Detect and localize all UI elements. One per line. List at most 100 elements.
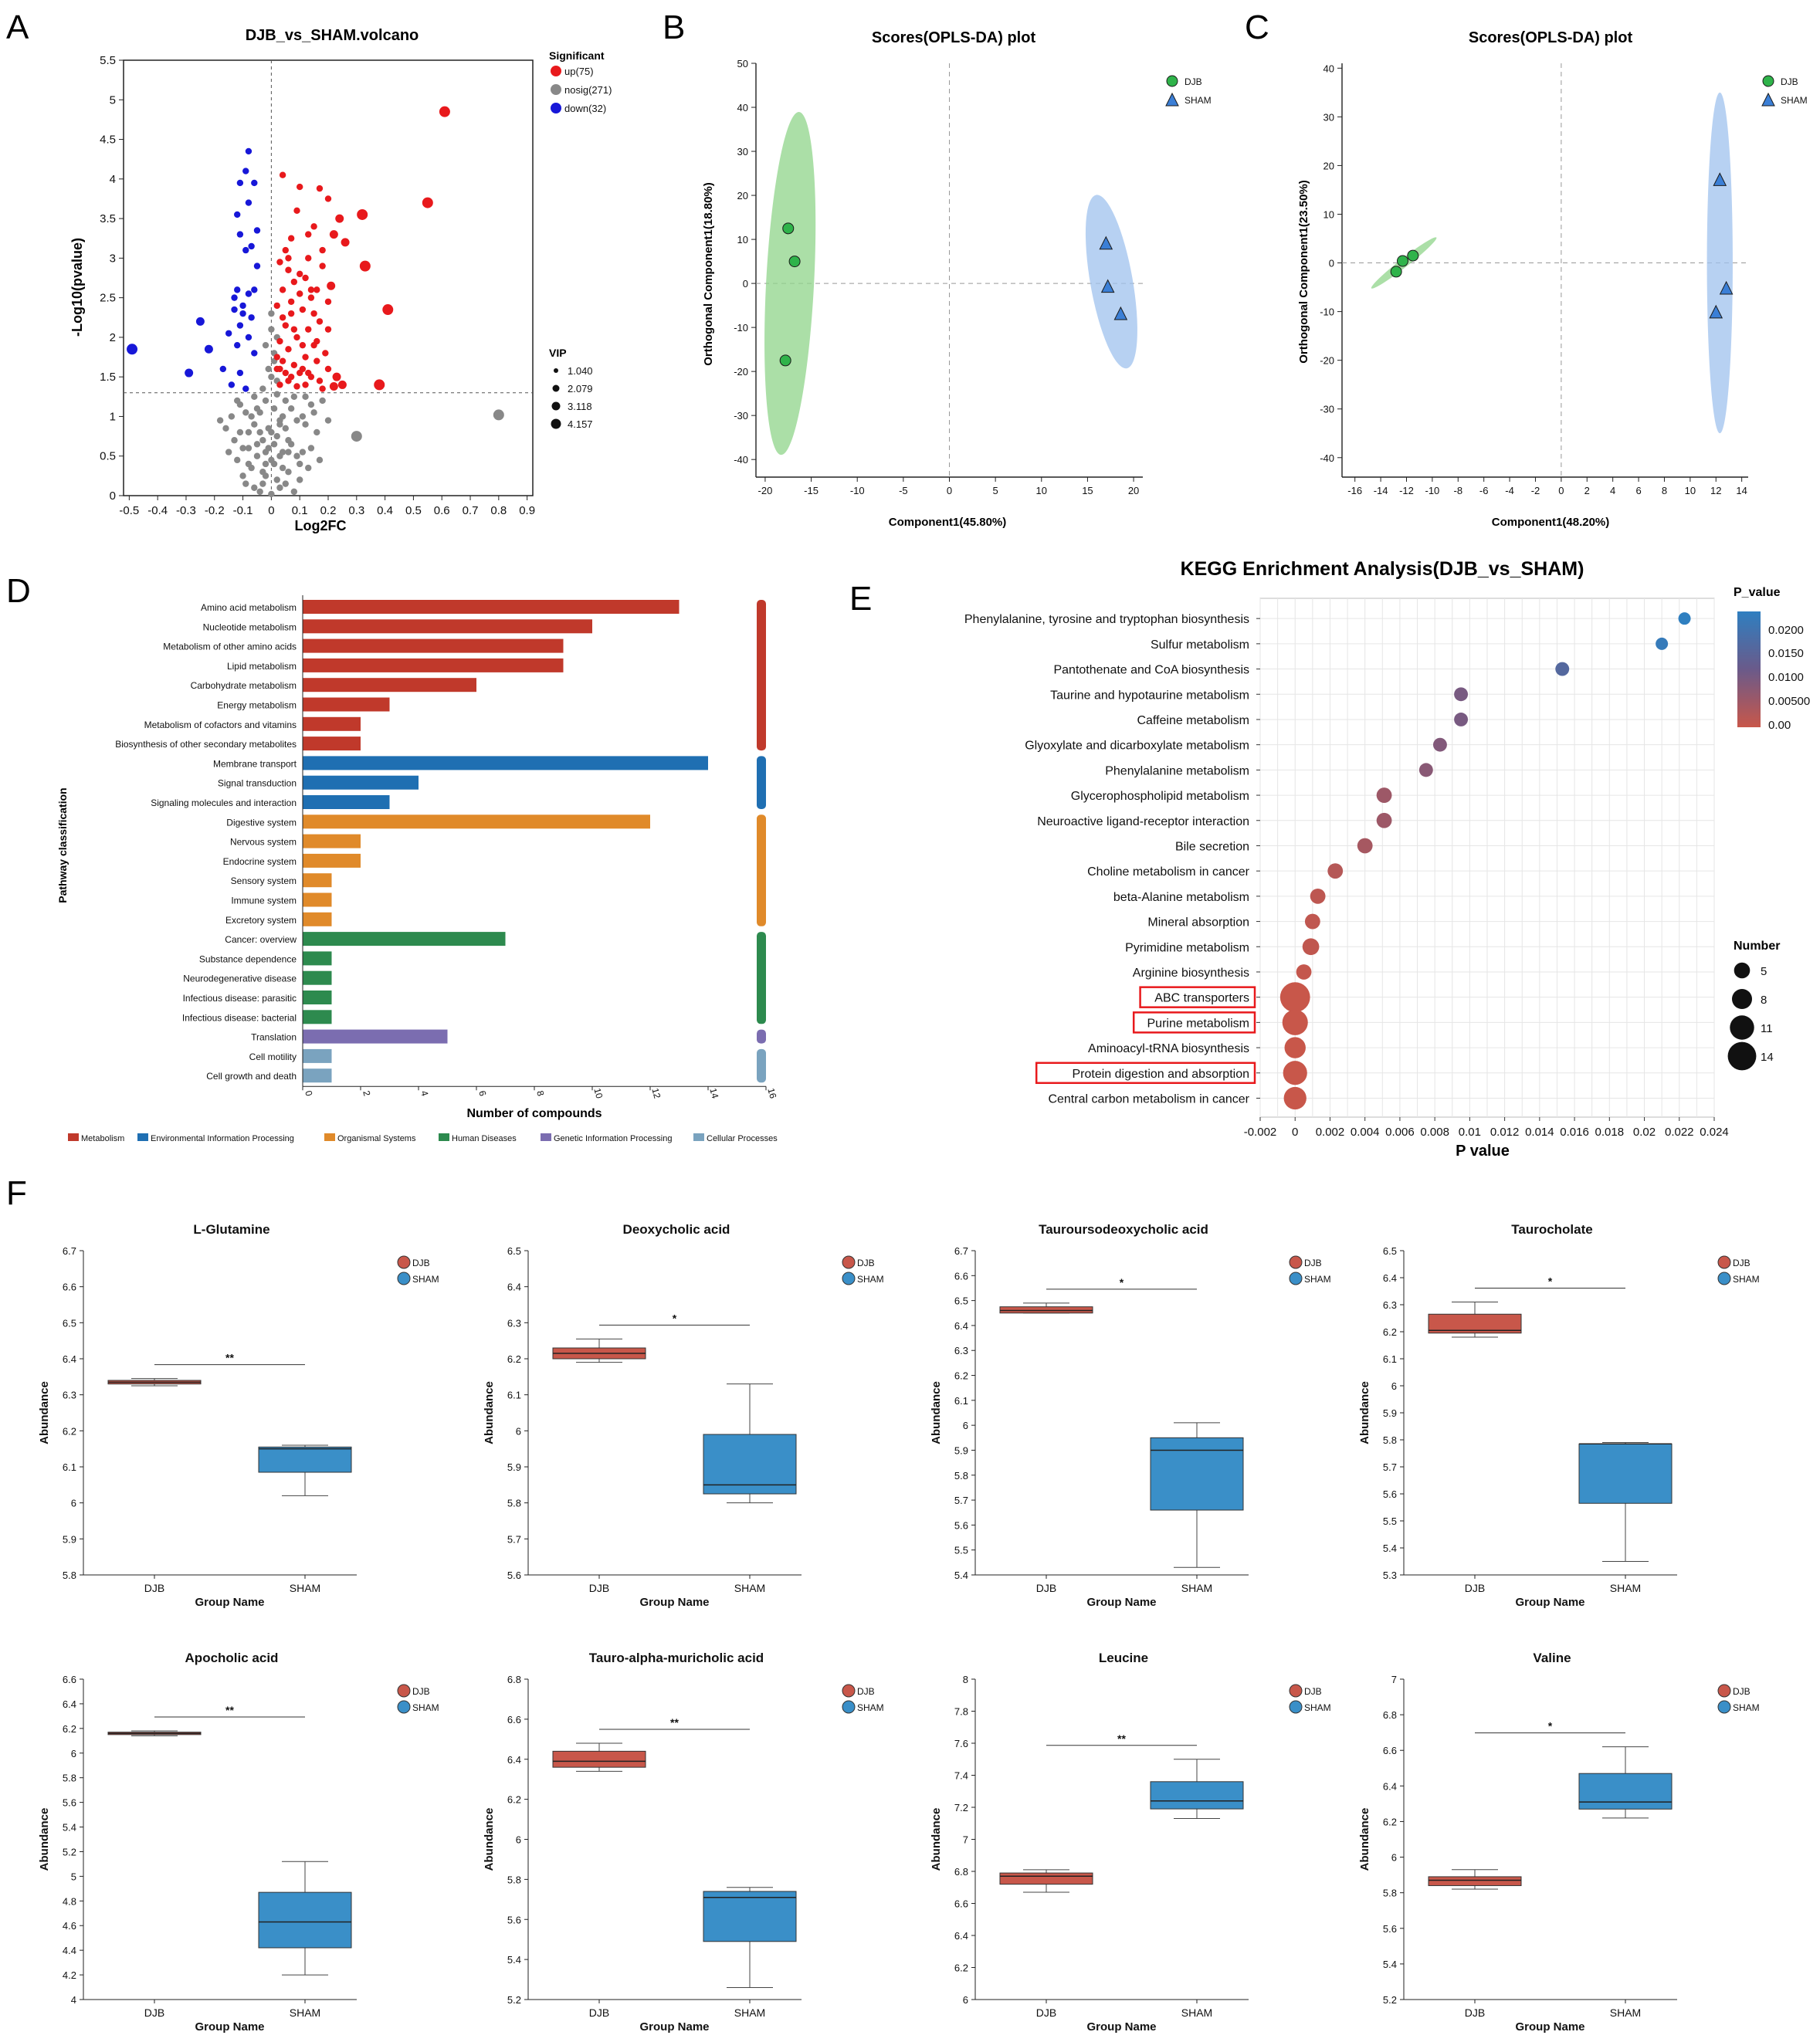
nosig-point — [268, 326, 275, 333]
legend-label: SHAM — [1304, 1274, 1331, 1285]
nosig-point — [253, 452, 261, 459]
x-tick-label: 0.024 — [1700, 1126, 1729, 1139]
y-tick-label: 6.4 — [63, 1353, 76, 1365]
plot-b-y-label: Orthogonal Component1(18.80%) — [702, 182, 715, 366]
x-tick-label: 0.022 — [1665, 1126, 1694, 1139]
up-point — [439, 106, 450, 117]
up-point — [314, 337, 320, 345]
y-tick-label: 5.8 — [954, 1470, 968, 1482]
down-point — [204, 344, 213, 354]
up-point — [296, 290, 303, 297]
pathway-bar — [303, 1068, 332, 1083]
pathway-label: Phenylalanine, tyrosine and tryptophan b… — [964, 613, 1249, 626]
up-point — [302, 381, 309, 388]
pathway-label: Neurodegenerative disease — [183, 974, 297, 984]
y-tick-label: 5.2 — [63, 1846, 76, 1857]
group-strip — [757, 1048, 766, 1083]
x-tick-label: DJB — [589, 2006, 609, 2019]
sham-sample-point — [1100, 279, 1115, 293]
up-point — [282, 322, 289, 329]
human_diseases-legend-swatch — [439, 1133, 449, 1141]
x-tick-label: 0.5 — [405, 504, 422, 517]
djb-sample-point — [782, 222, 795, 235]
legend-label: DJB — [857, 1686, 875, 1697]
nosig-point — [262, 460, 269, 468]
y-tick-label: 5.5 — [1383, 1515, 1397, 1527]
up-point — [290, 278, 298, 286]
x-tick-label: 0 — [1558, 485, 1564, 496]
pathway-label: Choline metabolism in cancer — [1087, 865, 1250, 879]
y-tick-label: 5.8 — [1383, 1434, 1397, 1446]
pathway-bar — [303, 775, 419, 790]
y-tick-label: 5.4 — [63, 1822, 76, 1834]
x-tick-label: 10 — [1685, 485, 1696, 496]
y-tick-label: 3 — [110, 252, 116, 265]
djb-legend-marker — [1762, 75, 1774, 87]
x-tick-label: DJB — [144, 1582, 164, 1594]
nosig-point — [256, 428, 263, 436]
nosig-point — [239, 445, 246, 452]
down-point — [236, 179, 244, 187]
sham-box — [1578, 1773, 1673, 1810]
up-point — [299, 341, 307, 349]
sham-legend-marker — [1165, 92, 1179, 107]
up-point — [287, 373, 295, 381]
enrichment-bubble — [1555, 662, 1570, 676]
up-point — [314, 286, 320, 293]
vip-legend-dot — [551, 401, 561, 411]
x-tick-label: SHAM — [734, 1582, 765, 1594]
djb-legend-dot — [842, 1255, 856, 1269]
up-point — [285, 266, 292, 273]
significance-stars: ** — [225, 1352, 234, 1364]
y-tick-label: 6.8 — [954, 1866, 968, 1878]
nosig-point — [242, 409, 249, 416]
panel-letter-d: D — [6, 572, 31, 610]
nosig-point — [262, 341, 269, 349]
pathway-label: ABC transporters — [1154, 992, 1249, 1005]
sham-box — [258, 1891, 352, 1949]
nosig-point — [239, 472, 246, 479]
pathway-label: Translation — [251, 1032, 297, 1043]
plot-b-x-label: Component1(45.80%) — [889, 516, 1007, 529]
nosig-point — [234, 456, 241, 464]
up-point — [422, 197, 433, 208]
up-point — [287, 310, 295, 317]
vip-legend-dot — [552, 384, 560, 392]
pathway-label: Sulfur metabolism — [1151, 638, 1249, 652]
up-point — [316, 318, 324, 325]
pathway-label: Taurine and hypotaurine metabolism — [1050, 689, 1249, 702]
y-tick-label: 5 — [110, 93, 116, 107]
djb-confidence-ellipse — [764, 112, 816, 455]
y-tick-label: 5.7 — [1383, 1461, 1397, 1473]
y-tick-label: 6.4 — [954, 1320, 968, 1332]
nosig-point — [296, 460, 303, 468]
pvalue-colorbar — [1737, 611, 1761, 727]
pathway-label: Membrane transport — [213, 758, 297, 769]
y-tick-label: 5.5 — [954, 1545, 968, 1556]
djb-legend-dot — [397, 1255, 411, 1269]
x-tick-label: 0.016 — [1560, 1126, 1589, 1139]
y-tick-label: 7.2 — [954, 1802, 968, 1813]
significance-stars: * — [1120, 1276, 1124, 1289]
colorbar-tick-label: 0.00500 — [1768, 695, 1810, 708]
enrichment-bubble — [1283, 1061, 1307, 1085]
y-tick-label: 0.5 — [100, 450, 116, 463]
up-point — [332, 372, 341, 381]
nosig-point — [307, 401, 315, 408]
sham-box — [703, 1891, 797, 1942]
down-point — [228, 381, 236, 388]
up-point — [319, 246, 326, 254]
cellular-legend-swatch — [693, 1133, 704, 1141]
legend-label: SHAM — [1733, 1702, 1760, 1713]
pathway-bar — [303, 1010, 332, 1024]
vip-legend-label: 2.079 — [568, 383, 593, 395]
up-point — [327, 281, 336, 290]
nosig-point — [225, 449, 232, 455]
x-tick-label: SHAM — [1610, 1582, 1641, 1594]
y-tick-label: 6.2 — [1383, 1326, 1397, 1338]
y-tick-label: 1.5 — [100, 371, 116, 384]
x-tick-label: 0 — [303, 1089, 314, 1097]
volcano-y-label: -Log10(pvalue) — [69, 238, 85, 337]
kegg-enrichment-chart: KEGG Enrichment Analysis(DJB_vs_SHAM) P … — [964, 558, 1810, 1160]
nosig-point — [268, 310, 275, 317]
